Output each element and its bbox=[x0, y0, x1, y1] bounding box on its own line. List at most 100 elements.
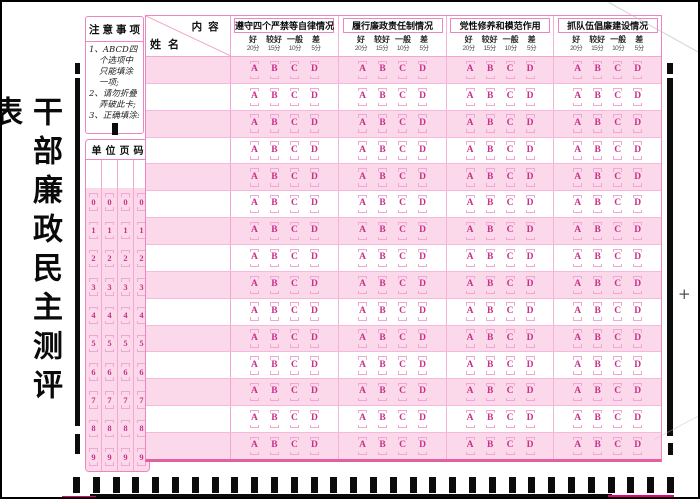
option-bubble-c[interactable]: C bbox=[505, 356, 515, 375]
option-bubble-d[interactable]: D bbox=[633, 382, 643, 402]
option-bubble-c[interactable]: C bbox=[505, 141, 515, 160]
option-bubble-c[interactable]: C bbox=[613, 275, 623, 295]
option-bubble-b[interactable]: B bbox=[485, 221, 495, 241]
option-bubble-c[interactable]: C bbox=[398, 436, 408, 456]
option-bubble-b[interactable]: B bbox=[593, 194, 603, 214]
option-bubble-b[interactable]: B bbox=[593, 382, 603, 402]
digit-bubble-3[interactable]: 3 bbox=[121, 278, 131, 296]
option-bubble-b[interactable]: B bbox=[269, 409, 279, 429]
option-bubble-b[interactable]: B bbox=[378, 275, 388, 295]
option-bubble-b[interactable]: B bbox=[269, 329, 279, 348]
option-bubble-d[interactable]: D bbox=[418, 382, 428, 402]
option-bubble-a[interactable]: A bbox=[249, 168, 259, 187]
option-bubble-a[interactable]: A bbox=[249, 436, 259, 456]
option-bubble-c[interactable]: C bbox=[398, 329, 408, 348]
option-bubble-b[interactable]: B bbox=[269, 194, 279, 214]
option-bubble-a[interactable]: A bbox=[573, 194, 583, 214]
option-bubble-c[interactable]: C bbox=[613, 436, 623, 456]
option-bubble-a[interactable]: A bbox=[465, 409, 475, 429]
digit-bubble-2[interactable]: 2 bbox=[89, 249, 99, 268]
option-bubble-c[interactable]: C bbox=[505, 275, 515, 295]
option-bubble-a[interactable]: A bbox=[358, 114, 368, 133]
option-bubble-c[interactable]: C bbox=[398, 194, 408, 214]
digit-bubble-4[interactable]: 4 bbox=[105, 306, 115, 325]
name-cell[interactable] bbox=[146, 379, 231, 406]
option-bubble-c[interactable]: C bbox=[398, 87, 408, 107]
option-bubble-d[interactable]: D bbox=[309, 168, 319, 187]
option-bubble-a[interactable]: A bbox=[573, 114, 583, 133]
option-bubble-d[interactable]: D bbox=[633, 87, 643, 107]
option-bubble-c[interactable]: C bbox=[289, 221, 299, 241]
digit-bubble-9[interactable]: 9 bbox=[121, 448, 131, 466]
option-bubble-d[interactable]: D bbox=[633, 275, 643, 295]
option-bubble-d[interactable]: D bbox=[309, 141, 319, 160]
name-cell[interactable] bbox=[146, 245, 231, 271]
option-bubble-d[interactable]: D bbox=[309, 87, 319, 107]
name-cell[interactable] bbox=[146, 137, 231, 164]
name-cell[interactable] bbox=[146, 110, 231, 137]
option-bubble-d[interactable]: D bbox=[309, 329, 319, 348]
option-bubble-d[interactable]: D bbox=[633, 141, 643, 160]
option-bubble-b[interactable]: B bbox=[593, 221, 603, 241]
option-bubble-d[interactable]: D bbox=[633, 329, 643, 348]
option-bubble-a[interactable]: A bbox=[358, 168, 368, 187]
option-bubble-d[interactable]: D bbox=[309, 275, 319, 295]
option-bubble-b[interactable]: B bbox=[269, 221, 279, 241]
option-bubble-c[interactable]: C bbox=[289, 248, 299, 268]
option-bubble-b[interactable]: B bbox=[485, 382, 495, 402]
option-bubble-b[interactable]: B bbox=[593, 409, 603, 429]
option-bubble-a[interactable]: A bbox=[465, 329, 475, 348]
option-bubble-a[interactable]: A bbox=[358, 248, 368, 268]
option-bubble-c[interactable]: C bbox=[613, 329, 623, 348]
option-bubble-d[interactable]: D bbox=[633, 356, 643, 375]
option-bubble-a[interactable]: A bbox=[465, 382, 475, 402]
option-bubble-b[interactable]: B bbox=[378, 141, 388, 160]
option-bubble-d[interactable]: D bbox=[418, 356, 428, 375]
option-bubble-d[interactable]: D bbox=[309, 409, 319, 429]
option-bubble-c[interactable]: C bbox=[505, 302, 515, 321]
option-bubble-a[interactable]: A bbox=[358, 221, 368, 241]
option-bubble-a[interactable]: A bbox=[573, 409, 583, 429]
digit-bubble-8[interactable]: 8 bbox=[121, 419, 131, 438]
digit-bubble-8[interactable]: 8 bbox=[89, 419, 99, 438]
option-bubble-c[interactable]: C bbox=[398, 275, 408, 295]
option-bubble-c[interactable]: C bbox=[505, 114, 515, 133]
option-bubble-d[interactable]: D bbox=[525, 141, 535, 160]
option-bubble-b[interactable]: B bbox=[593, 168, 603, 187]
name-cell[interactable] bbox=[146, 298, 231, 325]
option-bubble-b[interactable]: B bbox=[593, 275, 603, 295]
option-bubble-a[interactable]: A bbox=[465, 275, 475, 295]
option-bubble-c[interactable]: C bbox=[505, 409, 515, 429]
digit-bubble-2[interactable]: 2 bbox=[105, 249, 115, 268]
option-bubble-a[interactable]: A bbox=[249, 329, 259, 348]
option-bubble-d[interactable]: D bbox=[418, 194, 428, 214]
option-bubble-c[interactable]: C bbox=[505, 329, 515, 348]
option-bubble-a[interactable]: A bbox=[249, 194, 259, 214]
name-cell[interactable] bbox=[146, 271, 231, 298]
option-bubble-c[interactable]: C bbox=[289, 60, 299, 80]
name-cell[interactable] bbox=[146, 352, 231, 379]
digit-bubble-6[interactable]: 6 bbox=[105, 363, 115, 381]
option-bubble-c[interactable]: C bbox=[289, 275, 299, 295]
option-bubble-a[interactable]: A bbox=[358, 87, 368, 107]
option-bubble-c[interactable]: C bbox=[289, 409, 299, 429]
option-bubble-a[interactable]: A bbox=[358, 302, 368, 321]
option-bubble-a[interactable]: A bbox=[465, 302, 475, 321]
option-bubble-a[interactable]: A bbox=[573, 329, 583, 348]
option-bubble-d[interactable]: D bbox=[309, 60, 319, 80]
option-bubble-d[interactable]: D bbox=[525, 114, 535, 133]
option-bubble-d[interactable]: D bbox=[418, 409, 428, 429]
digit-bubble-6[interactable]: 6 bbox=[89, 363, 99, 381]
option-bubble-b[interactable]: B bbox=[378, 168, 388, 187]
option-bubble-c[interactable]: C bbox=[505, 60, 515, 80]
option-bubble-d[interactable]: D bbox=[525, 60, 535, 80]
digit-bubble-9[interactable]: 9 bbox=[89, 448, 99, 466]
option-bubble-d[interactable]: D bbox=[418, 168, 428, 187]
option-bubble-d[interactable]: D bbox=[525, 194, 535, 214]
option-bubble-c[interactable]: C bbox=[289, 87, 299, 107]
digit-bubble-1[interactable]: 1 bbox=[121, 221, 131, 240]
option-bubble-d[interactable]: D bbox=[418, 329, 428, 348]
option-bubble-a[interactable]: A bbox=[573, 275, 583, 295]
option-bubble-c[interactable]: C bbox=[289, 302, 299, 321]
option-bubble-a[interactable]: A bbox=[358, 329, 368, 348]
